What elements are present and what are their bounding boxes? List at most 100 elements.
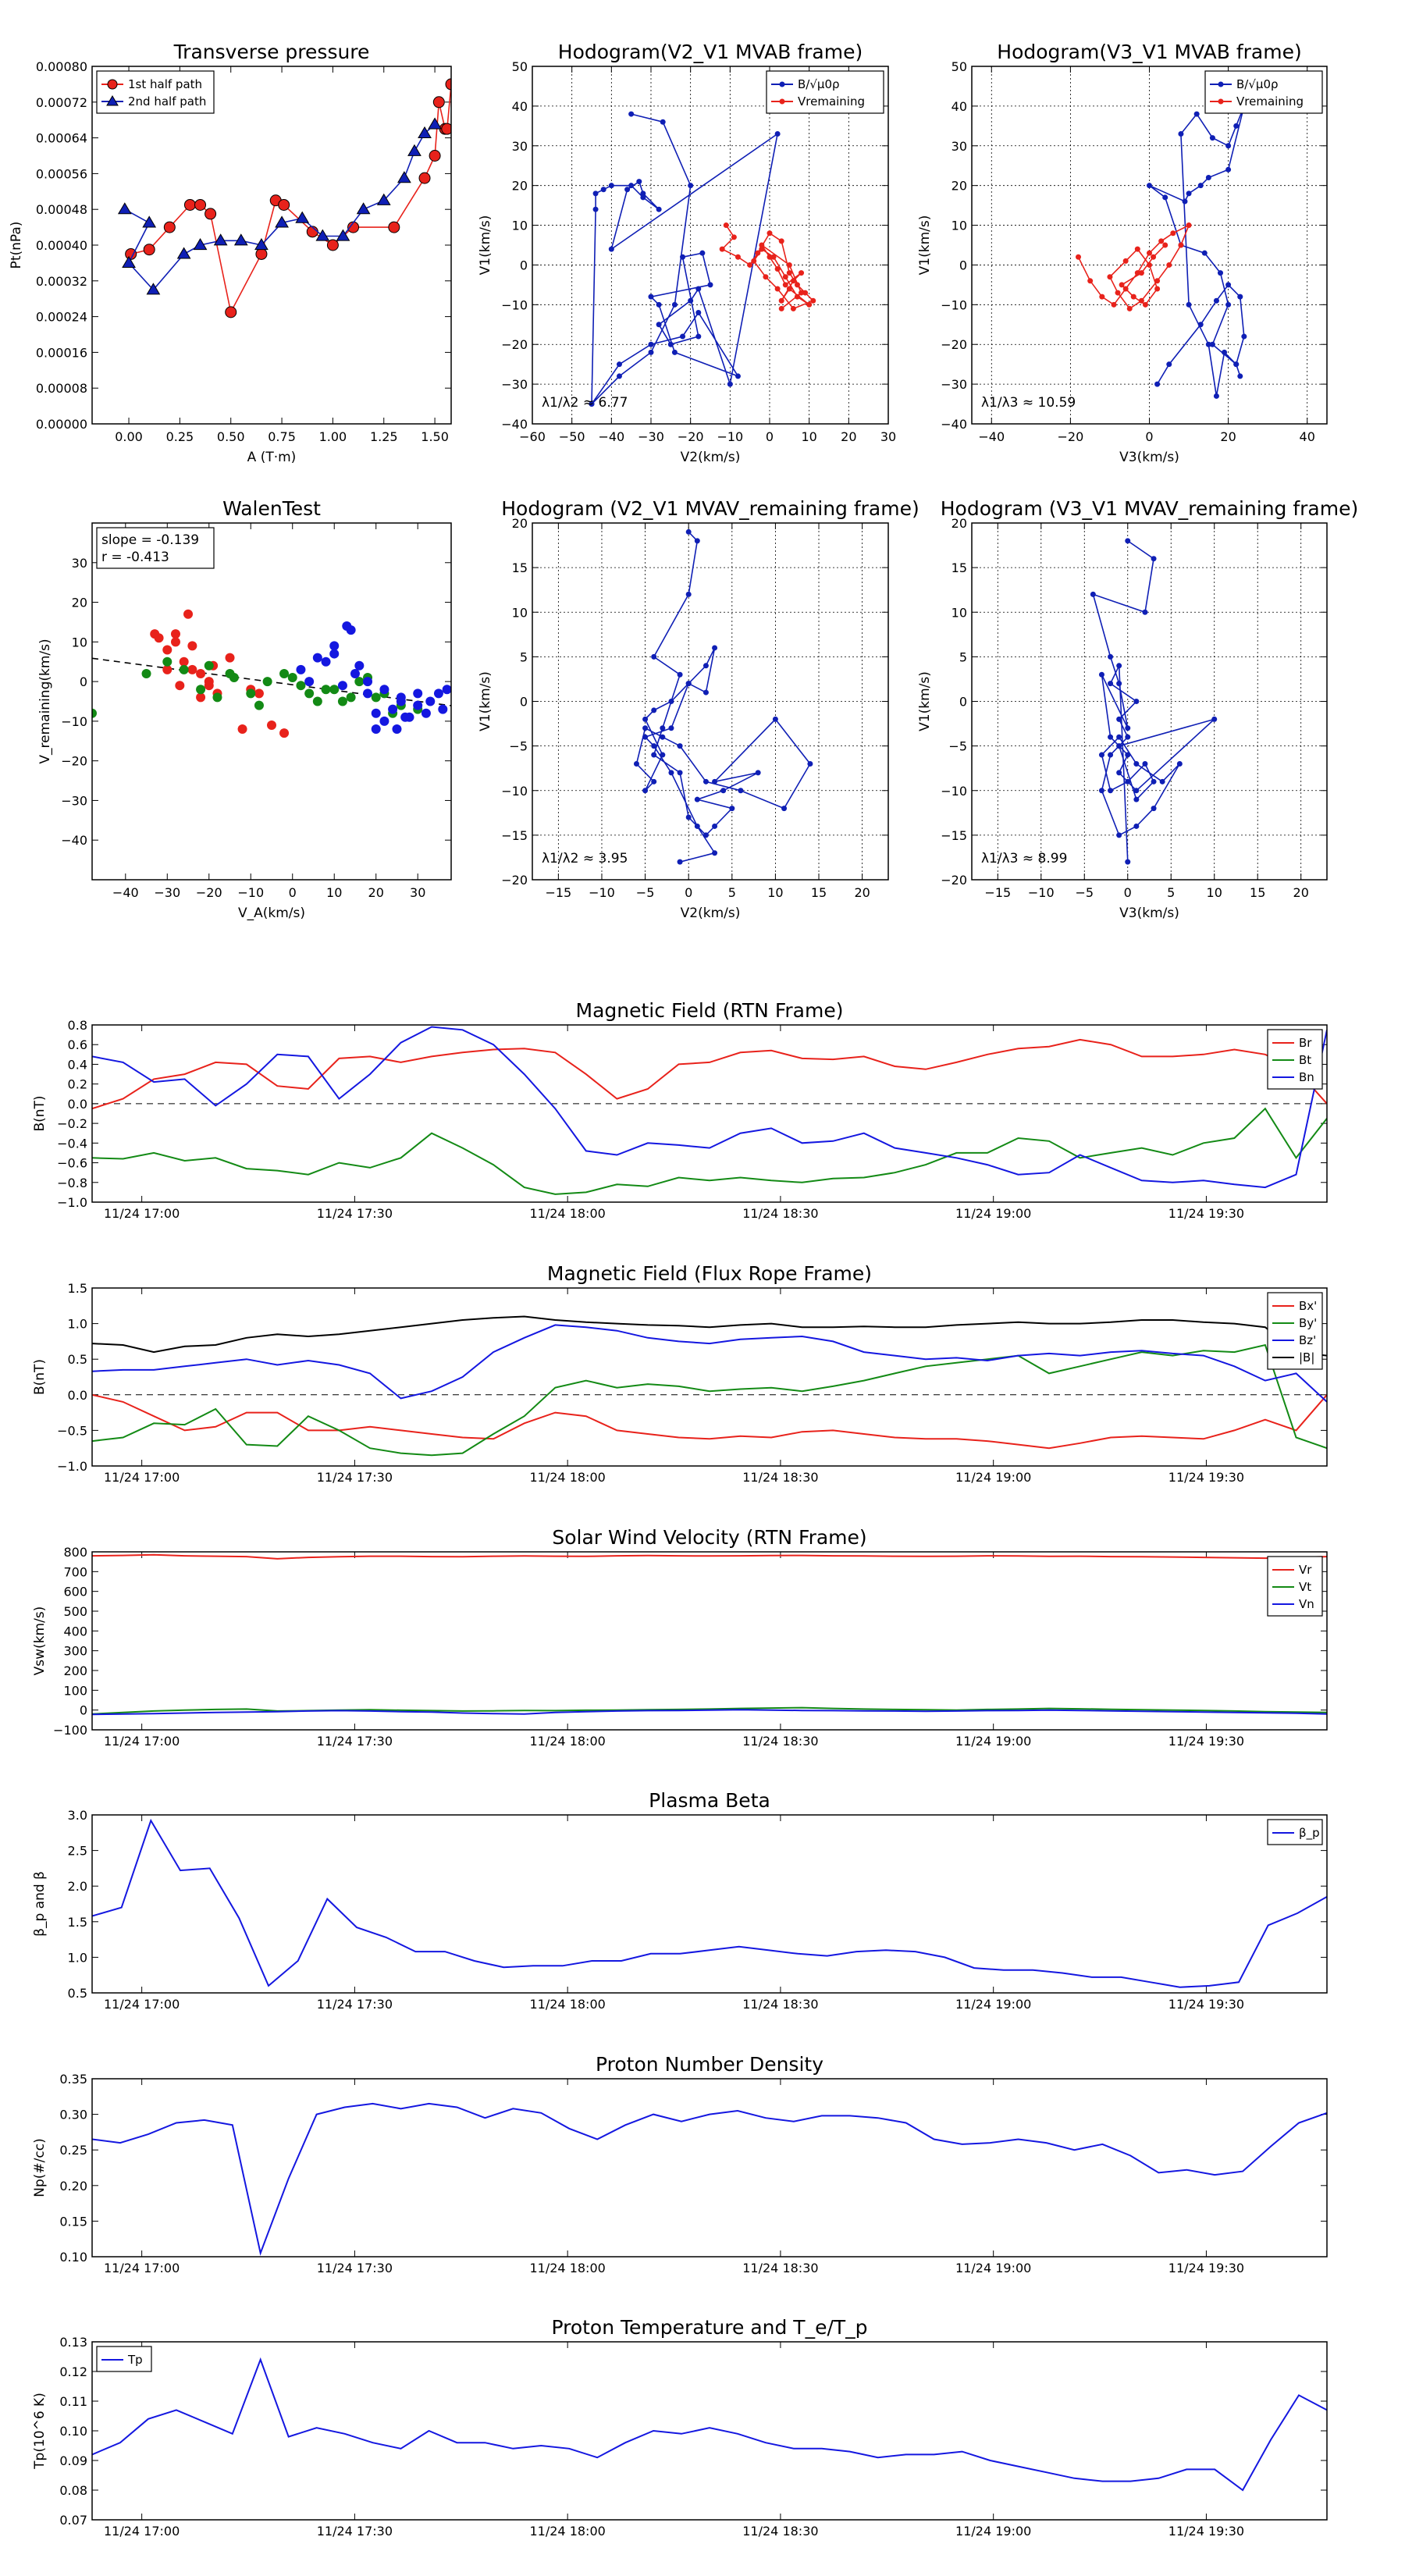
x-tick-label: −15 (545, 885, 571, 900)
x-tick-label: 0 (1124, 885, 1132, 900)
data-point (1166, 361, 1172, 368)
data-point (336, 229, 350, 241)
x-tick-label: 11/24 19:00 (955, 1997, 1031, 2012)
data-point (1159, 778, 1165, 785)
data-point (668, 770, 674, 776)
data-point (656, 322, 662, 328)
legend-label: Vr (1299, 1563, 1312, 1577)
data-layer (633, 528, 813, 865)
data-point (187, 664, 197, 674)
x-tick-label: 11/24 19:00 (955, 1734, 1031, 1749)
plot-frame (91, 2341, 1328, 2521)
legend-box (1204, 70, 1323, 114)
data-point (592, 206, 599, 212)
y-tick-label: 0 (959, 695, 967, 710)
data-point (1099, 294, 1105, 300)
series-line-2 (92, 1324, 1327, 1403)
data-point (1116, 734, 1122, 740)
data-point (616, 361, 622, 368)
data-point (193, 238, 208, 251)
data-point (680, 254, 686, 260)
data-point (1209, 341, 1215, 347)
series-line-0 (635, 531, 811, 863)
data-point (337, 681, 347, 691)
x-tick-label: 11/24 19:30 (1168, 1206, 1244, 1221)
data-point (237, 724, 247, 735)
data-point (668, 699, 674, 704)
x-tick-label: 11/24 19:00 (955, 2261, 1031, 2275)
legend-marker (107, 79, 118, 90)
chart-panel-0: 0.00 0.25 0.50 0.75 1.00 1.25 1.50 0.00000 0.000… (9, 41, 452, 465)
data-point (183, 198, 196, 211)
data-point (400, 712, 411, 722)
y-tick-label: 0.10 (59, 2250, 87, 2265)
data-point (255, 247, 268, 260)
y-tick-label: 1.0 (68, 1317, 87, 1332)
data-point (1133, 699, 1140, 704)
chart-panel-8: 11/24 17:00 11/24 17:30 11/24 18:00 11/24 1… (32, 1526, 1328, 1749)
data-point (799, 270, 805, 276)
data-point (1126, 305, 1133, 311)
data-point (1209, 135, 1215, 141)
y-tick-label: 0.11 (59, 2394, 87, 2409)
series-line-0 (92, 1393, 1327, 1450)
data-point (759, 242, 765, 248)
data-point (275, 215, 289, 228)
data-point (1178, 242, 1184, 248)
data-point (304, 677, 315, 687)
data-point (371, 708, 381, 718)
data-point (628, 111, 635, 117)
x-tick-label: −10 (717, 429, 743, 444)
data-point (651, 707, 657, 713)
legend-label: Bz' (1299, 1333, 1316, 1347)
data-point (712, 778, 718, 785)
data-point (213, 233, 228, 246)
data-point (794, 282, 800, 288)
y-tick-label: 0.00072 (36, 95, 87, 110)
y-tick-label: −15 (941, 828, 967, 843)
y-tick-label: −100 (53, 1723, 87, 1738)
y-tick-label: −10 (941, 297, 967, 312)
x-tick-label: 11/24 18:30 (742, 2261, 818, 2275)
data-point (1151, 254, 1157, 260)
series-line-0 (591, 113, 779, 406)
x-tick-label: 30 (410, 885, 425, 900)
y-tick-label: 0 (80, 674, 87, 689)
data-point (196, 685, 206, 695)
data-point (656, 301, 662, 308)
data-point (774, 131, 781, 137)
x-tick-label: 10 (1207, 885, 1222, 900)
data-point (1225, 301, 1232, 308)
y-axis-label: Np(#/cc) (32, 2138, 48, 2197)
x-tick-label: 0 (685, 885, 692, 900)
data-point (702, 832, 709, 838)
annotation-text: λ1/λ2 ≈ 6.77 (542, 395, 628, 411)
data-point (688, 183, 694, 189)
x-tick-label: −10 (237, 885, 264, 900)
y-axis-label: V1(km/s) (917, 215, 933, 276)
data-point (1162, 242, 1168, 248)
x-tick-label: 11/24 19:30 (1168, 2524, 1244, 2539)
y-tick-label: 0.07 (59, 2513, 87, 2528)
data-point (712, 823, 718, 829)
data-layer (1076, 103, 1247, 399)
annotation-text: λ1/λ3 ≈ 8.99 (981, 851, 1067, 866)
y-tick-label: 0.30 (59, 2108, 87, 2122)
legend-label: 2nd half path (128, 94, 206, 109)
chart-title: Magnetic Field (Flux Rope Frame) (547, 1262, 872, 1285)
y-axis-label: B(nT) (32, 1359, 48, 1395)
data-point (1133, 788, 1140, 794)
y-tick-label: 0.35 (59, 2072, 87, 2087)
legend-label: Tp (127, 2353, 143, 2367)
data-point (660, 734, 666, 740)
data-point (640, 190, 646, 197)
x-tick-label: 11/24 17:30 (317, 1734, 393, 1749)
x-tick-label: 5 (728, 885, 736, 900)
data-point (304, 688, 315, 699)
data-point (162, 645, 173, 655)
y-axis-label: V1(km/s) (917, 671, 933, 731)
data-point (786, 270, 792, 276)
data-point (1133, 796, 1140, 802)
y-tick-label: 3.0 (68, 1808, 87, 1823)
